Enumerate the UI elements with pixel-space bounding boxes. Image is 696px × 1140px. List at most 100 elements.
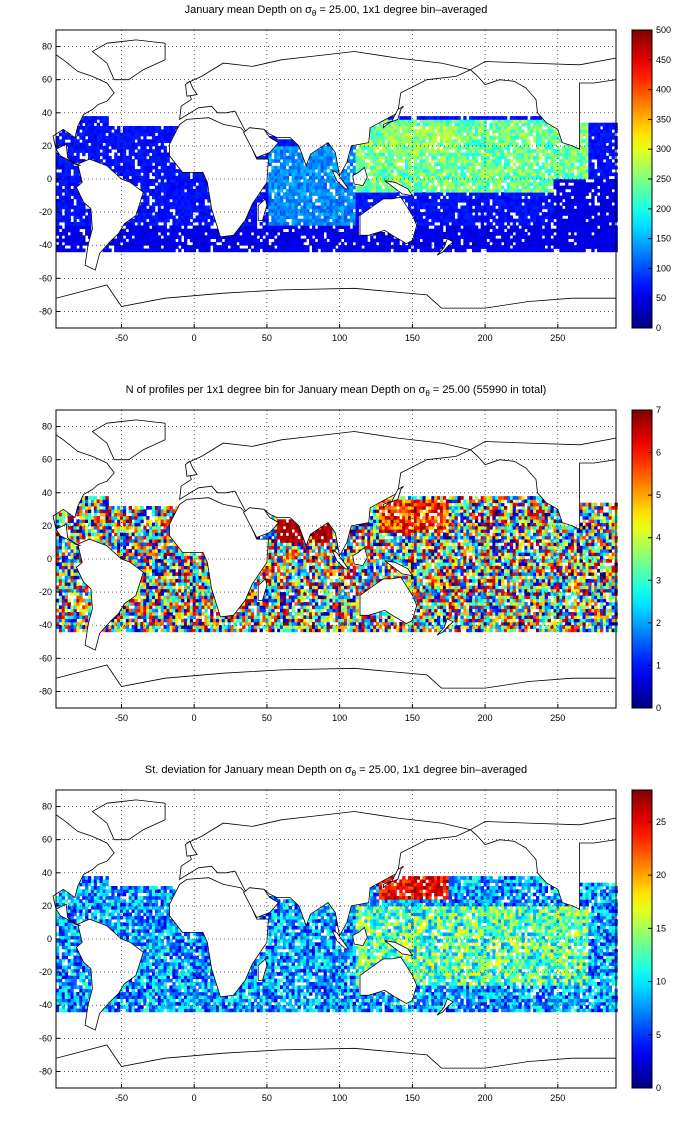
data-cell: [282, 192, 287, 196]
data-cell: [454, 228, 458, 233]
data-cell: [565, 195, 569, 200]
data-cell: [288, 248, 292, 253]
data-cell: [591, 225, 595, 230]
data-cell: [262, 215, 266, 220]
data-cell: [588, 198, 592, 203]
data-cell: [573, 198, 578, 203]
data-cell: [527, 155, 531, 160]
data-cell: [559, 222, 563, 226]
data-cell: [498, 162, 502, 167]
data-cell: [285, 202, 290, 206]
data-cell: [280, 162, 284, 167]
data-cell: [134, 145, 138, 150]
data-cell: [518, 222, 522, 226]
data-cell: [472, 149, 476, 153]
data-cell: [602, 235, 607, 239]
data-cell: [370, 195, 374, 200]
data-cell: [541, 132, 546, 137]
data-cell: [332, 208, 336, 213]
data-cell: [85, 126, 89, 130]
data-cell: [425, 241, 429, 246]
data-cell: [486, 182, 490, 186]
data-cell: [480, 165, 484, 170]
data-cell: [399, 136, 403, 140]
data-cell: [349, 215, 354, 220]
data-cell: [553, 198, 557, 203]
data-cell: [326, 232, 330, 236]
data-cell: [413, 172, 418, 177]
data-cell: [518, 218, 522, 223]
data-cell: [99, 136, 103, 140]
data-cell: [387, 188, 391, 193]
data-cell: [538, 248, 543, 253]
data-cell: [588, 232, 592, 236]
data-cell: [419, 192, 423, 196]
data-cell: [175, 179, 179, 183]
data-cell: [364, 179, 368, 183]
data-cell: [335, 241, 339, 246]
data-cell: [544, 195, 548, 200]
data-cell: [149, 188, 153, 193]
data-cell: [390, 165, 394, 170]
data-cell: [239, 248, 243, 253]
data-cell: [544, 202, 548, 206]
data-cell: [422, 136, 426, 140]
data-cell: [195, 188, 199, 193]
data-cell: [346, 185, 351, 190]
data-cell: [56, 228, 60, 233]
data-cell: [445, 215, 450, 220]
data-cell: [527, 238, 531, 243]
data-cell: [137, 235, 141, 239]
data-cell: [585, 169, 589, 173]
data-cell: [477, 145, 482, 150]
data-cell: [399, 122, 403, 127]
data-cell: [530, 165, 534, 170]
data-cell: [96, 149, 100, 153]
data-cell: [495, 218, 499, 223]
data-cell: [323, 182, 327, 186]
data-cell: [271, 212, 275, 216]
data-cell: [509, 142, 514, 147]
data-cell: [262, 195, 266, 200]
data-cell: [515, 182, 519, 186]
data-cell: [559, 198, 563, 203]
data-cell: [67, 215, 71, 220]
data-cell: [280, 142, 284, 147]
data-cell: [361, 195, 365, 200]
data-cell: [515, 195, 519, 200]
data-cell: [399, 119, 403, 124]
data-cell: [512, 149, 516, 153]
data-cell: [585, 208, 589, 213]
data-cell: [600, 155, 604, 160]
data-cell: [128, 145, 132, 150]
data-cell: [140, 139, 144, 143]
data-cell: [489, 122, 493, 127]
data-cell: [405, 248, 409, 253]
data-cell: [454, 162, 458, 167]
data-cell: [448, 182, 452, 186]
data-cell: [501, 228, 505, 233]
data-cell: [501, 202, 505, 206]
data-cell: [146, 182, 150, 186]
data-cell: [434, 126, 438, 130]
data-cell: [501, 179, 505, 183]
data-cell: [178, 169, 182, 173]
data-cell: [314, 182, 319, 186]
data-cell: [117, 126, 121, 130]
data-cell: [428, 205, 432, 210]
data-cell: [79, 202, 83, 206]
data-cell: [198, 185, 202, 190]
data-cell: [559, 188, 563, 193]
data-cell: [329, 202, 333, 206]
data-cell: [291, 165, 295, 170]
data-cell: [547, 152, 551, 157]
data-cell: [154, 222, 159, 226]
data-cell: [396, 149, 400, 153]
data-cell: [579, 139, 583, 143]
data-cell: [472, 165, 476, 170]
data-cell: [361, 162, 365, 167]
data-cell: [524, 195, 528, 200]
data-cell: [480, 225, 484, 230]
data-cell: [457, 241, 461, 246]
data-cell: [186, 172, 191, 177]
